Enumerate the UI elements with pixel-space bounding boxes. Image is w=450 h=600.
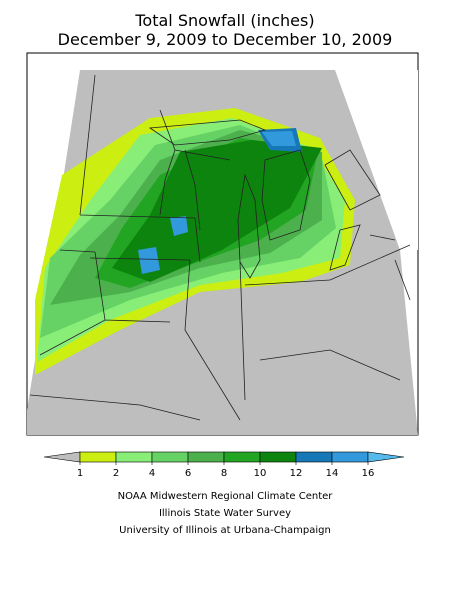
colorbar-tick-label: 1 xyxy=(77,468,83,479)
credit-line: University of Illinois at Urbana-Champai… xyxy=(119,525,331,536)
colorbar-arrow-low xyxy=(43,451,81,463)
map xyxy=(26,52,419,436)
colorbar-segment xyxy=(295,451,333,463)
credit-line: NOAA Midwestern Regional Climate Center xyxy=(118,491,334,502)
colorbar-tick-label: 2 xyxy=(113,468,119,479)
colorbar-tick-label: 8 xyxy=(221,468,227,479)
colorbar-tick-label: 10 xyxy=(254,468,267,479)
colorbar-segment xyxy=(259,451,297,463)
colorbar-segment xyxy=(223,451,261,463)
rivers xyxy=(159,149,411,301)
colorbar-tick-label: 4 xyxy=(149,468,155,479)
snow-band xyxy=(138,247,160,274)
colorbar-tick-label: 16 xyxy=(362,468,375,479)
canada-area xyxy=(345,70,418,250)
subtitle: December 9, 2009 to December 10, 2009 xyxy=(58,30,393,49)
colorbar-tick-label: 14 xyxy=(326,468,339,479)
colorbar-tick-label: 6 xyxy=(185,468,191,479)
colorbar-arrow-high xyxy=(367,451,405,463)
snow-band xyxy=(170,216,188,236)
colorbar-segment xyxy=(187,451,225,463)
colorbar-segment xyxy=(331,451,369,463)
colorbar-segment xyxy=(115,451,153,463)
credits: NOAA Midwestern Regional Climate Center I… xyxy=(118,491,334,536)
colorbar: 1 2 4 6 8 10 12 14 16 xyxy=(43,451,405,479)
colorbar-tick-label: 12 xyxy=(290,468,303,479)
great-lakes-shoreline xyxy=(148,119,381,279)
credit-line: Illinois State Water Survey xyxy=(159,508,291,519)
snow-band xyxy=(112,140,322,282)
colorbar-segment xyxy=(151,451,189,463)
colorbar-segment xyxy=(79,451,117,463)
snow-band xyxy=(262,131,296,146)
title: Total Snowfall (inches) xyxy=(134,11,314,30)
